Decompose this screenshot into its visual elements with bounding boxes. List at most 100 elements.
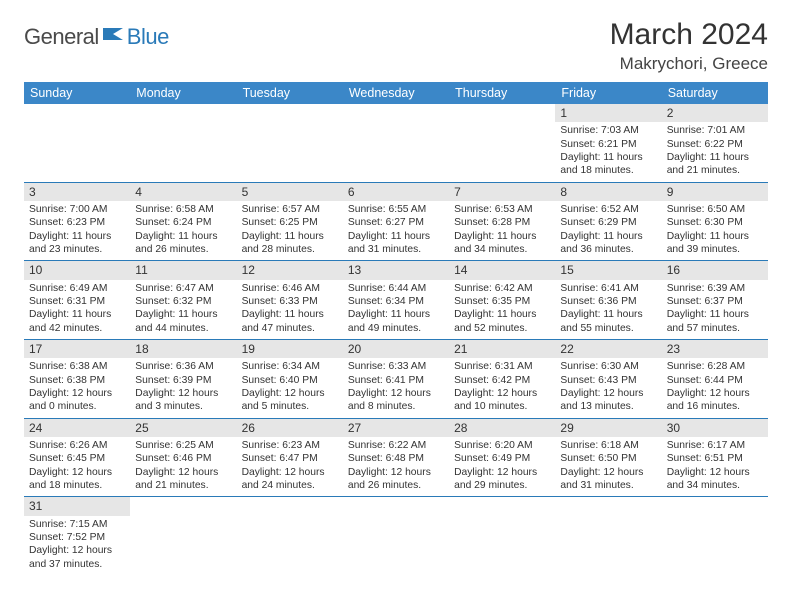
day-number: 5 [237, 183, 343, 201]
day-info: Sunrise: 6:53 AMSunset: 6:28 PMDaylight:… [454, 203, 550, 257]
day-info: Sunrise: 6:57 AMSunset: 6:25 PMDaylight:… [242, 203, 338, 257]
flag-icon [103, 26, 125, 47]
calendar-day-cell: 13 Sunrise: 6:44 AMSunset: 6:34 PMDayligh… [343, 261, 449, 340]
calendar-day-cell: 7 Sunrise: 6:53 AMSunset: 6:28 PMDaylight… [449, 182, 555, 261]
calendar-day-cell: 6 Sunrise: 6:55 AMSunset: 6:27 PMDaylight… [343, 182, 449, 261]
day-number: 27 [343, 419, 449, 437]
day-info: Sunrise: 6:55 AMSunset: 6:27 PMDaylight:… [348, 203, 444, 257]
logo-text-blue: Blue [127, 24, 169, 50]
day-info: Sunrise: 7:01 AMSunset: 6:22 PMDaylight:… [667, 124, 763, 178]
calendar-day-cell: 5 Sunrise: 6:57 AMSunset: 6:25 PMDaylight… [237, 182, 343, 261]
logo: General Blue [24, 24, 169, 50]
day-info: Sunrise: 6:39 AMSunset: 6:37 PMDaylight:… [667, 282, 763, 336]
day-number: 21 [449, 340, 555, 358]
calendar-day-cell: 31 Sunrise: 7:15 AMSunset: 7:52 PMDayligh… [24, 497, 130, 575]
weekday-header: Sunday [24, 82, 130, 104]
day-info: Sunrise: 6:30 AMSunset: 6:43 PMDaylight:… [560, 360, 656, 414]
day-number: 10 [24, 261, 130, 279]
calendar-day-cell: 21 Sunrise: 6:31 AMSunset: 6:42 PMDayligh… [449, 340, 555, 419]
day-number: 30 [662, 419, 768, 437]
day-number: 11 [130, 261, 236, 279]
weekday-header: Monday [130, 82, 236, 104]
day-info: Sunrise: 6:44 AMSunset: 6:34 PMDaylight:… [348, 282, 444, 336]
calendar-day-cell [343, 497, 449, 575]
day-info: Sunrise: 6:42 AMSunset: 6:35 PMDaylight:… [454, 282, 550, 336]
calendar-week-row: 1 Sunrise: 7:03 AMSunset: 6:21 PMDaylight… [24, 104, 768, 182]
page-title: March 2024 [610, 18, 768, 52]
calendar-week-row: 31 Sunrise: 7:15 AMSunset: 7:52 PMDayligh… [24, 497, 768, 575]
calendar-day-cell: 11 Sunrise: 6:47 AMSunset: 6:32 PMDayligh… [130, 261, 236, 340]
day-info: Sunrise: 7:15 AMSunset: 7:52 PMDaylight:… [29, 518, 125, 572]
calendar-day-cell: 26Sunrise: 6:23 AMSunset: 6:47 PMDayligh… [237, 418, 343, 497]
day-number: 16 [662, 261, 768, 279]
calendar-day-cell: 28Sunrise: 6:20 AMSunset: 6:49 PMDayligh… [449, 418, 555, 497]
calendar-day-cell: 14Sunrise: 6:42 AMSunset: 6:35 PMDayligh… [449, 261, 555, 340]
calendar-week-row: 17 Sunrise: 6:38 AMSunset: 6:38 PMDayligh… [24, 340, 768, 419]
day-number: 6 [343, 183, 449, 201]
calendar-day-cell [662, 497, 768, 575]
calendar-table: Sunday Monday Tuesday Wednesday Thursday… [24, 82, 768, 575]
calendar-day-cell [449, 497, 555, 575]
calendar-day-cell: 20 Sunrise: 6:33 AMSunset: 6:41 PMDayligh… [343, 340, 449, 419]
weekday-header: Tuesday [237, 82, 343, 104]
day-number: 31 [24, 497, 130, 515]
day-info: Sunrise: 6:22 AMSunset: 6:48 PMDaylight:… [348, 439, 444, 493]
calendar-day-cell: 9 Sunrise: 6:50 AMSunset: 6:30 PMDaylight… [662, 182, 768, 261]
day-info: Sunrise: 6:38 AMSunset: 6:38 PMDaylight:… [29, 360, 125, 414]
day-number: 2 [662, 104, 768, 122]
day-info: Sunrise: 6:34 AMSunset: 6:40 PMDaylight:… [242, 360, 338, 414]
day-info: Sunrise: 6:18 AMSunset: 6:50 PMDaylight:… [560, 439, 656, 493]
calendar-day-cell: 15Sunrise: 6:41 AMSunset: 6:36 PMDayligh… [555, 261, 661, 340]
calendar-day-cell: 19 Sunrise: 6:34 AMSunset: 6:40 PMDayligh… [237, 340, 343, 419]
calendar-week-row: 3Sunrise: 7:00 AMSunset: 6:23 PMDaylight… [24, 182, 768, 261]
day-info: Sunrise: 6:33 AMSunset: 6:41 PMDaylight:… [348, 360, 444, 414]
day-info: Sunrise: 6:23 AMSunset: 6:47 PMDaylight:… [242, 439, 338, 493]
day-number: 12 [237, 261, 343, 279]
calendar-day-cell: 25Sunrise: 6:25 AMSunset: 6:46 PMDayligh… [130, 418, 236, 497]
day-number: 18 [130, 340, 236, 358]
day-info: Sunrise: 6:50 AMSunset: 6:30 PMDaylight:… [667, 203, 763, 257]
weekday-header-row: Sunday Monday Tuesday Wednesday Thursday… [24, 82, 768, 104]
calendar-day-cell: 30Sunrise: 6:17 AMSunset: 6:51 PMDayligh… [662, 418, 768, 497]
day-info: Sunrise: 6:36 AMSunset: 6:39 PMDaylight:… [135, 360, 231, 414]
calendar-day-cell: 8 Sunrise: 6:52 AMSunset: 6:29 PMDaylight… [555, 182, 661, 261]
day-info: Sunrise: 6:41 AMSunset: 6:36 PMDaylight:… [560, 282, 656, 336]
calendar-week-row: 24Sunrise: 6:26 AMSunset: 6:45 PMDayligh… [24, 418, 768, 497]
day-info: Sunrise: 7:03 AMSunset: 6:21 PMDaylight:… [560, 124, 656, 178]
day-number: 3 [24, 183, 130, 201]
day-info: Sunrise: 6:20 AMSunset: 6:49 PMDaylight:… [454, 439, 550, 493]
day-number: 13 [343, 261, 449, 279]
day-number: 17 [24, 340, 130, 358]
calendar-day-cell: 22Sunrise: 6:30 AMSunset: 6:43 PMDayligh… [555, 340, 661, 419]
day-info: Sunrise: 6:47 AMSunset: 6:32 PMDaylight:… [135, 282, 231, 336]
day-number: 20 [343, 340, 449, 358]
weekday-header: Friday [555, 82, 661, 104]
calendar-day-cell [237, 497, 343, 575]
calendar-day-cell [130, 104, 236, 182]
day-number: 7 [449, 183, 555, 201]
calendar-day-cell: 29 Sunrise: 6:18 AMSunset: 6:50 PMDayligh… [555, 418, 661, 497]
calendar-day-cell: 18 Sunrise: 6:36 AMSunset: 6:39 PMDayligh… [130, 340, 236, 419]
logo-text-general: General [24, 24, 99, 50]
day-number: 29 [555, 419, 661, 437]
day-number: 24 [24, 419, 130, 437]
calendar-day-cell [24, 104, 130, 182]
day-number: 1 [555, 104, 661, 122]
day-number: 23 [662, 340, 768, 358]
calendar-day-cell: 2 Sunrise: 7:01 AMSunset: 6:22 PMDaylight… [662, 104, 768, 182]
day-info: Sunrise: 6:28 AMSunset: 6:44 PMDaylight:… [667, 360, 763, 414]
calendar-day-cell: 10 Sunrise: 6:49 AMSunset: 6:31 PMDayligh… [24, 261, 130, 340]
calendar-day-cell [343, 104, 449, 182]
day-number: 8 [555, 183, 661, 201]
day-number: 9 [662, 183, 768, 201]
day-number: 25 [130, 419, 236, 437]
day-info: Sunrise: 6:31 AMSunset: 6:42 PMDaylight:… [454, 360, 550, 414]
day-number: 19 [237, 340, 343, 358]
header: General Blue March 2024 Makrychori, Gree… [24, 18, 768, 74]
calendar-day-cell: 16 Sunrise: 6:39 AMSunset: 6:37 PMDayligh… [662, 261, 768, 340]
calendar-day-cell: 4Sunrise: 6:58 AMSunset: 6:24 PMDaylight… [130, 182, 236, 261]
day-info: Sunrise: 6:52 AMSunset: 6:29 PMDaylight:… [560, 203, 656, 257]
weekday-header: Wednesday [343, 82, 449, 104]
day-info: Sunrise: 6:49 AMSunset: 6:31 PMDaylight:… [29, 282, 125, 336]
weekday-header: Saturday [662, 82, 768, 104]
